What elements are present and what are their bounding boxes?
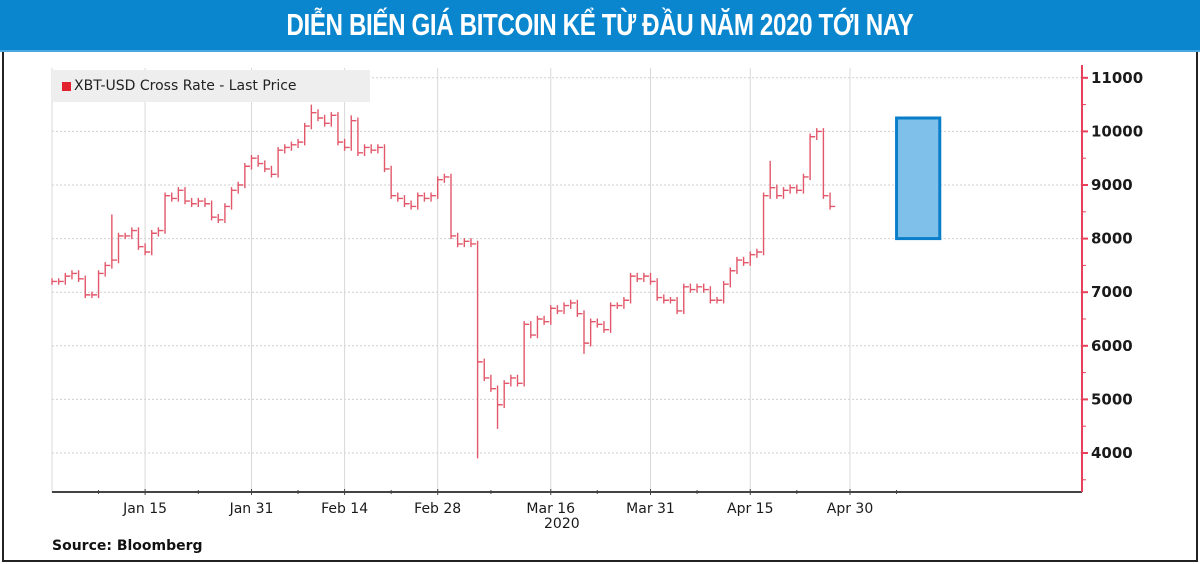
x-axis-year-label: 2020 [544, 516, 580, 532]
x-tick-label: Feb 28 [414, 501, 461, 517]
title-banner: DIỄN BIẾN GIÁ BITCOIN KỂ TỪ ĐẦU NĂM 2020… [0, 0, 1200, 52]
x-tick-label: Apr 30 [827, 501, 873, 517]
legend-swatch-icon [62, 81, 71, 91]
y-tick-label: 11000 [1091, 69, 1143, 87]
y-tick-label: 8000 [1091, 230, 1133, 248]
legend: XBT-USD Cross Rate - Last Price [52, 70, 370, 102]
highlight-box [895, 116, 942, 241]
y-tick-label: 4000 [1091, 444, 1133, 462]
legend-label: XBT-USD Cross Rate - Last Price [74, 78, 297, 94]
source-note: Source: Bloomberg [52, 538, 203, 554]
x-tick-label: Mar 31 [626, 501, 675, 517]
y-tick-label: 7000 [1091, 283, 1133, 301]
y-tick-label: 6000 [1091, 337, 1133, 355]
y-tick-label: 10000 [1091, 122, 1143, 140]
y-tick-label: 5000 [1091, 390, 1133, 408]
x-tick-label: Feb 14 [321, 501, 368, 517]
x-tick-label: Jan 31 [229, 501, 274, 517]
price-series [51, 104, 836, 459]
x-tick-label: Jan 15 [122, 501, 167, 517]
chart-frame [2, 52, 1198, 562]
y-tick-label: 9000 [1091, 176, 1133, 194]
x-tick-label: Mar 16 [526, 501, 575, 517]
chart-title: DIỄN BIẾN GIÁ BITCOIN KỂ TỪ ĐẦU NĂM 2020… [286, 7, 914, 42]
x-tick-label: Apr 15 [727, 501, 773, 517]
